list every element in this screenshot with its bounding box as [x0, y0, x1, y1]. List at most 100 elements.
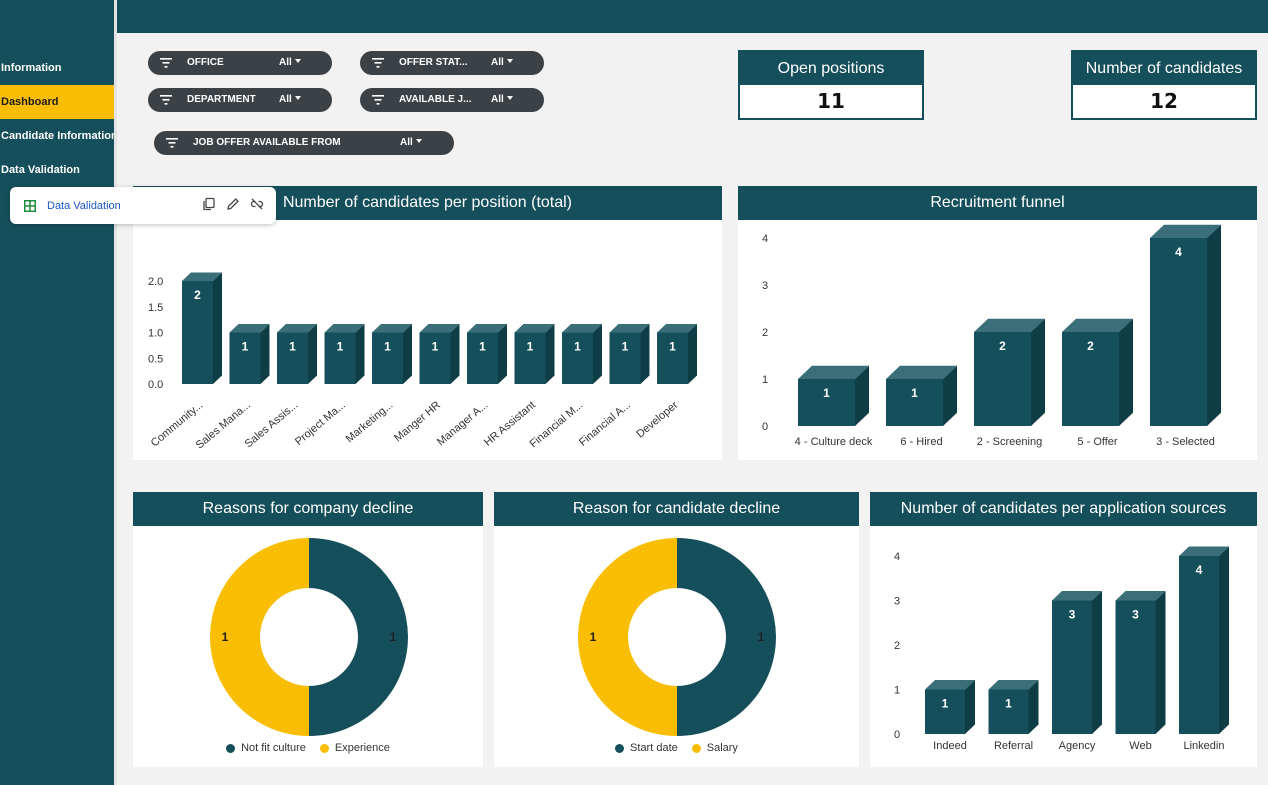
data-label: 4 — [1196, 563, 1203, 577]
filter-value[interactable]: All — [279, 94, 301, 105]
data-label: 2 — [194, 288, 201, 302]
filter-offer-status[interactable]: OFFER STAT... All — [360, 51, 544, 75]
bar-top — [229, 323, 270, 333]
bar — [1150, 238, 1207, 426]
bar — [886, 379, 943, 426]
sidebar-item-dashboard[interactable]: Dashboard — [0, 85, 114, 119]
bar — [1052, 600, 1092, 734]
bar-top — [277, 323, 317, 333]
popup-label[interactable]: Data Validation — [47, 199, 121, 212]
bar-top — [182, 272, 222, 281]
bar — [798, 379, 855, 426]
filter-available-job[interactable]: AVAILABLE J... All — [360, 88, 544, 112]
legend-item: Start date — [615, 742, 678, 754]
bar-top — [324, 323, 365, 333]
donut-slice — [578, 538, 677, 736]
data-label: 1 — [479, 340, 486, 354]
filter-value[interactable]: All — [279, 57, 301, 68]
bar-top — [1115, 591, 1166, 601]
unlink-icon[interactable] — [250, 197, 264, 211]
data-label: 1 — [574, 340, 581, 354]
bar — [182, 281, 213, 384]
y-tick-label: 1 — [894, 685, 900, 697]
bar-side — [943, 365, 957, 426]
chart-legend: Start date Salary — [494, 742, 859, 754]
bar-top — [1062, 318, 1133, 332]
legend-item: Salary — [691, 742, 738, 754]
bar-top — [798, 365, 869, 379]
bar-side — [688, 323, 697, 384]
x-tick-label: Agency — [1059, 740, 1096, 752]
copy-icon[interactable] — [202, 197, 216, 211]
data-label: 1 — [527, 340, 534, 354]
sidebar-item-label: Candidate Information — [1, 130, 118, 142]
bar-top — [372, 323, 412, 333]
y-tick-label: 0 — [762, 421, 768, 433]
bar-side — [545, 323, 555, 384]
edit-icon[interactable] — [226, 197, 240, 211]
bar-side — [450, 323, 460, 384]
legend-item: Experience — [319, 742, 390, 754]
bar-top — [1150, 224, 1221, 238]
data-label: 2 — [999, 339, 1006, 353]
filter-value[interactable]: All — [491, 94, 513, 105]
filter-icon — [160, 95, 172, 105]
chart-title: Reasons for company decline — [133, 492, 483, 526]
x-tick-label: 3 - Selected — [1156, 436, 1215, 448]
data-label: 1 — [823, 386, 830, 400]
filter-name: OFFICE — [187, 57, 224, 68]
legend-label: Experience — [334, 742, 390, 754]
filter-icon — [166, 138, 178, 148]
bar-top — [609, 323, 650, 333]
sidebar-item-label: Data Validation — [1, 164, 80, 176]
bar-side — [498, 323, 507, 384]
bar-side — [1092, 591, 1102, 734]
y-tick-label: 3 — [894, 596, 900, 608]
filter-value[interactable]: All — [400, 137, 422, 148]
x-tick-label: 4 - Culture deck — [795, 436, 873, 448]
bar — [1179, 556, 1219, 734]
x-tick-label: 2 - Screening — [977, 436, 1042, 448]
bar — [657, 332, 688, 384]
x-tick-label: Referral — [994, 740, 1033, 752]
bar — [1115, 600, 1156, 734]
chart-application-sources: 0 1 2 3 4 1 Indeed 1 Referral 3 Agency 3 Web 4 Linkedi… — [894, 546, 1229, 752]
filter-value[interactable]: All — [491, 57, 513, 68]
bar-side — [1207, 224, 1221, 426]
x-tick-label: Linkedin — [1184, 740, 1225, 752]
data-label: 2 — [1087, 339, 1094, 353]
bar — [372, 332, 403, 384]
bar-side — [640, 323, 650, 384]
data-validation-popup: Data Validation — [10, 187, 276, 224]
chart-title: Number of candidates per application sou… — [870, 492, 1257, 526]
sidebar-item-information[interactable]: Information — [0, 51, 114, 85]
top-bar — [117, 0, 1268, 33]
x-tick-label: Developer — [634, 399, 680, 441]
filter-name: DEPARTMENT — [187, 94, 256, 105]
bar — [419, 332, 451, 384]
bar-top — [419, 323, 460, 333]
bar-top — [657, 323, 697, 333]
y-tick-label: 1.5 — [148, 302, 163, 314]
data-label: 1 — [911, 386, 918, 400]
x-tick-label: 5 - Offer — [1077, 436, 1117, 448]
filter-job-offer-available-from[interactable]: JOB OFFER AVAILABLE FROM All — [154, 131, 454, 155]
sidebar-item-candidate-information[interactable]: Candidate Information — [0, 119, 118, 153]
filter-office[interactable]: OFFICE All — [148, 51, 332, 75]
bar — [974, 332, 1031, 426]
filter-department[interactable]: DEPARTMENT All — [148, 88, 332, 112]
data-label: 1 — [289, 340, 296, 354]
x-tick-label: Financial A... — [577, 399, 633, 449]
y-tick-label: 0.5 — [148, 353, 163, 365]
filter-icon — [372, 58, 384, 68]
bar-side — [308, 323, 317, 384]
data-label: 1 — [384, 340, 391, 354]
filter-name: JOB OFFER AVAILABLE FROM — [193, 137, 341, 148]
data-label: 1 — [590, 630, 597, 644]
bar — [562, 332, 593, 384]
sidebar-item-data-validation[interactable]: Data Validation — [0, 153, 114, 187]
kpi-number-of-candidates: Number of candidates 12 — [1071, 50, 1257, 120]
bar-side — [403, 323, 412, 384]
legend-label: Salary — [706, 742, 738, 754]
